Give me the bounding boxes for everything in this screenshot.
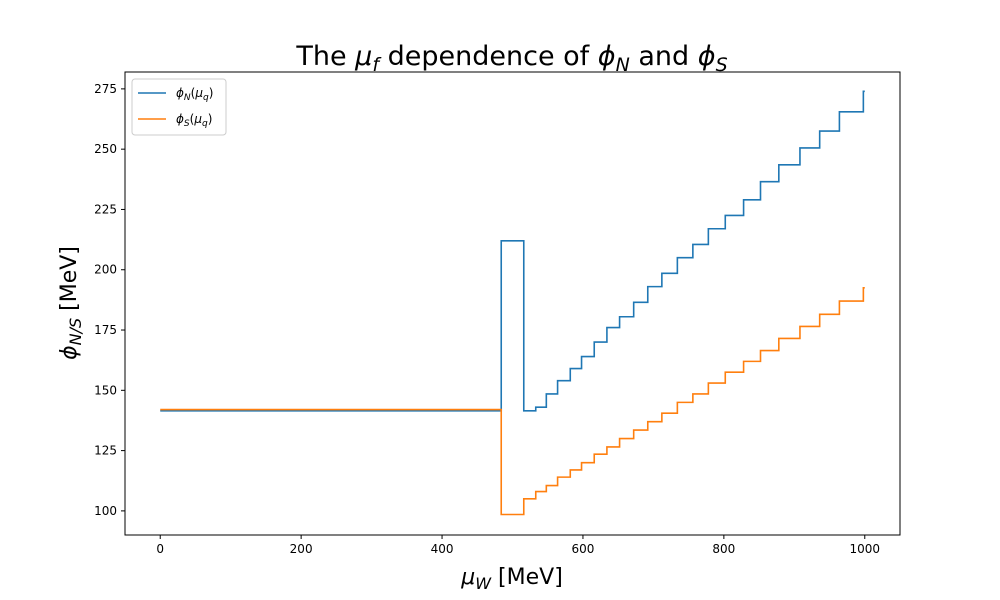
- x-axis-label-unit: [MeV]: [491, 565, 563, 590]
- legend-label-phi-s: ϕS(μq): [176, 112, 212, 129]
- legend-phi-s-close: ): [208, 112, 213, 126]
- x-tick-label: 600: [572, 542, 595, 556]
- legend-phi-s-sub: S: [184, 119, 190, 129]
- x-tick-label: 1000: [849, 542, 880, 556]
- title-phi-s-sub: S: [716, 54, 728, 76]
- y-tick-label: 125: [94, 444, 117, 458]
- legend-phi-s-sym: ϕ: [176, 112, 184, 126]
- title-mu: μ: [354, 41, 372, 72]
- legend-phi-n-open: (: [191, 86, 196, 100]
- legend-phi-n-sub: N: [184, 93, 191, 103]
- legend-phi-s-arg: μ: [193, 112, 202, 126]
- y-tick-label: 275: [94, 82, 117, 96]
- series-line-phi-n: [160, 90, 865, 412]
- ticks-layer: 0 200 400 600 800 1000 100 125 150 175 200 225 250 27…: [94, 82, 880, 556]
- y-axis-label-unit: [MeV]: [57, 246, 82, 318]
- legend-phi-n-arg-sub: q: [203, 93, 209, 103]
- chart-title: The μf dependence of ϕN and ϕS: [295, 41, 727, 76]
- title-phi-s: ϕ: [698, 41, 716, 72]
- legend: ϕN(μq) ϕS(μq): [131, 78, 227, 136]
- title-phi-n-sub: N: [616, 54, 630, 76]
- y-axis-label-sym: ϕ: [57, 345, 82, 360]
- x-tick-label: 800: [712, 542, 735, 556]
- title-mu-sub: f: [372, 54, 382, 76]
- legend-label-phi-n: ϕN(μq): [176, 86, 213, 103]
- x-tick-label: 0: [156, 542, 164, 556]
- legend-phi-n-close: ): [209, 86, 214, 100]
- y-axis-label: ϕN/S [MeV]: [57, 246, 85, 360]
- legend-phi-n-sym: ϕ: [176, 86, 184, 100]
- x-axis-label: μW [MeV]: [460, 565, 563, 593]
- y-tick-label: 225: [94, 202, 117, 216]
- y-axis-label-sub: N/S: [66, 318, 85, 346]
- x-tick-label: 200: [290, 542, 313, 556]
- series-layer: [160, 90, 865, 516]
- legend-phi-s-open: (: [190, 112, 195, 126]
- y-tick-label: 150: [94, 383, 117, 397]
- title-prefix: The: [295, 41, 355, 72]
- x-axis-label-sym: μ: [460, 565, 475, 590]
- series-line-phi-s: [160, 287, 865, 516]
- title-and: and: [630, 41, 698, 72]
- legend-phi-s-arg-sub: q: [202, 119, 208, 129]
- legend-phi-n-arg: μ: [194, 86, 203, 100]
- x-axis-label-sub: W: [475, 574, 492, 593]
- y-tick-label: 175: [94, 323, 117, 337]
- title-middle: dependence of: [379, 41, 598, 72]
- y-tick-label: 250: [94, 142, 117, 156]
- y-tick-label: 100: [94, 504, 117, 518]
- x-tick-label: 400: [431, 542, 454, 556]
- y-tick-label: 200: [94, 263, 117, 277]
- plot-frame: [124, 71, 901, 536]
- title-phi-n: ϕ: [598, 41, 616, 72]
